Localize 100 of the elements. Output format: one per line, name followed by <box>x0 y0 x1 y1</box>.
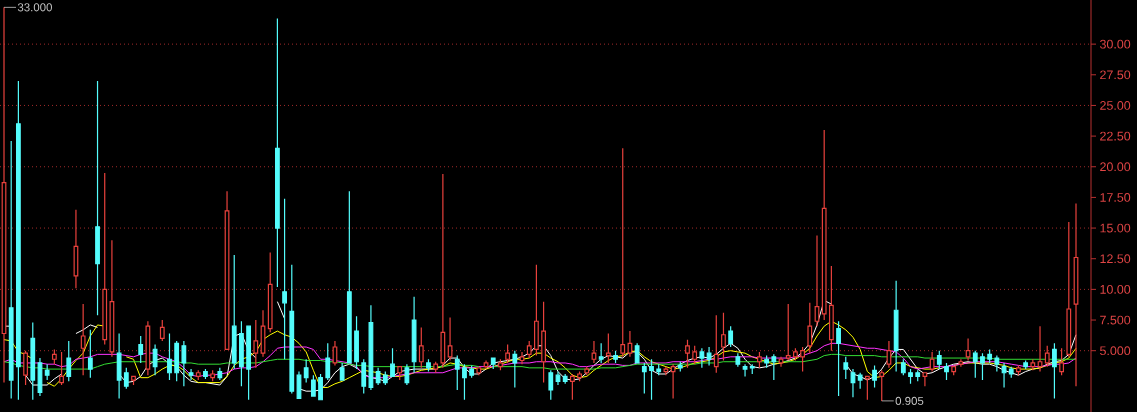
candlestick <box>785 303 791 362</box>
candlestick <box>893 280 899 373</box>
candlestick <box>498 358 503 371</box>
candlestick <box>203 368 208 380</box>
candlestick <box>469 364 475 379</box>
candlestick <box>490 357 496 370</box>
candlestick <box>749 363 755 375</box>
candlestick <box>605 332 611 364</box>
candlestick <box>670 363 676 400</box>
candlestick <box>958 358 964 368</box>
candlestick <box>936 350 942 370</box>
candlestick <box>505 343 511 364</box>
candlestick <box>346 190 352 364</box>
candlestick <box>800 346 806 373</box>
candlestick <box>951 366 957 376</box>
candlestick <box>195 369 201 381</box>
candlestick <box>8 140 14 400</box>
y-tick-label: 10.00 <box>1100 284 1131 294</box>
y-tick-label: 25.00 <box>1100 101 1131 110</box>
candlestick <box>426 358 431 373</box>
candlestick <box>440 173 446 369</box>
y-tick-label: 12.50 <box>1100 254 1131 264</box>
candlestick <box>1044 345 1050 368</box>
candlestick <box>375 367 381 386</box>
candlestick <box>821 129 827 321</box>
candlestick <box>922 372 928 387</box>
y-tick-label: 7.500 <box>1100 315 1131 325</box>
candlestick <box>757 351 762 369</box>
candlestick <box>843 356 849 380</box>
candlestick <box>677 361 683 373</box>
candlestick <box>541 301 546 384</box>
candlestick <box>793 347 798 362</box>
candlestick <box>764 354 770 369</box>
candlestick <box>210 369 216 382</box>
candlestick <box>742 363 748 378</box>
candlestick <box>994 354 1000 373</box>
candlestick <box>310 374 316 397</box>
candlestick <box>526 340 532 359</box>
candlestick <box>447 316 453 362</box>
candlestick <box>548 369 554 401</box>
candlestick <box>879 369 885 402</box>
candlestick <box>23 350 28 386</box>
candlestick <box>814 234 820 327</box>
candlestick <box>231 254 237 370</box>
candlestick <box>483 359 489 370</box>
candlestick <box>138 335 144 364</box>
candlestick <box>131 375 136 386</box>
candlestick <box>1016 364 1021 376</box>
candlestick <box>123 367 129 390</box>
candlestick <box>246 325 252 401</box>
candlestick <box>1052 342 1057 400</box>
candlestick <box>73 209 79 289</box>
candlestick <box>167 332 172 381</box>
candlestick <box>778 356 784 368</box>
candlestick <box>145 320 151 376</box>
candlestick <box>174 340 180 382</box>
candlestick <box>649 358 654 401</box>
candlestick <box>476 367 482 376</box>
candlestick <box>339 362 345 381</box>
annotation: 33.000 <box>17 3 52 12</box>
candlestick <box>627 330 633 358</box>
candlestick <box>706 346 712 366</box>
candlestick <box>109 239 115 358</box>
candlestick <box>980 352 985 381</box>
candlestick <box>116 332 122 400</box>
candlestick <box>217 367 223 381</box>
candlestick <box>944 362 949 381</box>
candlestick <box>404 363 410 386</box>
candlestick <box>872 364 877 389</box>
candlestick <box>181 340 187 387</box>
candlestick <box>397 366 403 381</box>
candlestick <box>411 296 417 374</box>
candlestick <box>95 80 100 316</box>
candlestick <box>102 172 108 346</box>
candlestick <box>1023 359 1029 370</box>
candlestick <box>275 17 280 288</box>
candlestick <box>462 363 467 401</box>
candlestick <box>390 347 395 378</box>
candlestick <box>771 353 777 381</box>
candlestick <box>900 358 906 376</box>
candlestick <box>260 309 266 358</box>
candlestick <box>569 373 575 401</box>
candlestick <box>972 350 978 379</box>
candlestick <box>1059 347 1065 376</box>
candlestick <box>87 329 93 379</box>
candlestick <box>735 352 741 368</box>
candlestick <box>857 372 863 390</box>
candlestick <box>534 264 539 357</box>
candlestick <box>965 337 971 362</box>
candlestick <box>685 339 690 369</box>
candlestick <box>929 351 935 373</box>
candlestick <box>418 326 424 369</box>
candlestick <box>1030 358 1036 371</box>
y-tick-label: 30.00 <box>1099 39 1131 49</box>
candlestick <box>864 375 870 401</box>
candlestick <box>721 312 726 362</box>
candlestick <box>728 325 734 348</box>
candlestick <box>1037 325 1043 373</box>
candlestick <box>591 340 597 364</box>
y-tick-label: 15.00 <box>1100 223 1131 233</box>
